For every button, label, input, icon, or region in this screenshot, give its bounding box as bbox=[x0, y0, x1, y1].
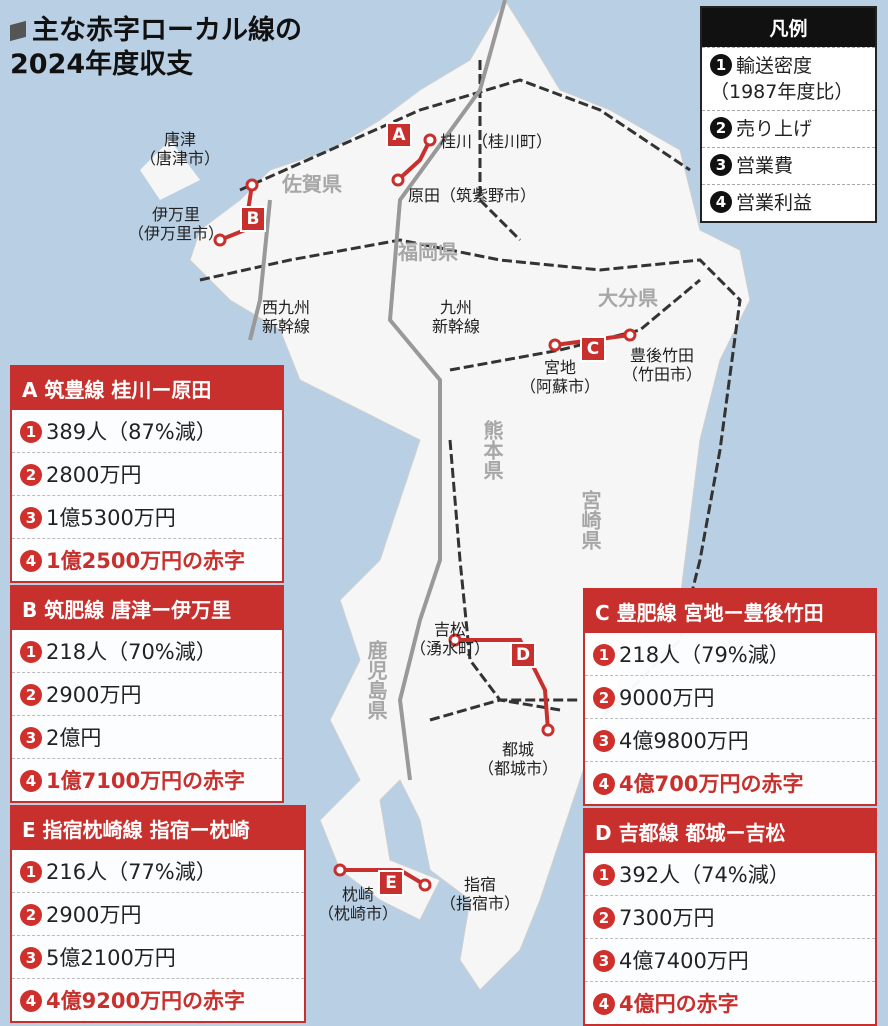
kyushu-land bbox=[189, 0, 751, 991]
station-yoshimatsu: 吉松 （湧水町） bbox=[410, 620, 491, 658]
number-badge: 2 bbox=[20, 904, 42, 926]
panel-row: 4 4億700万円の赤字 bbox=[585, 761, 875, 804]
panel-row: 4 4億円の赤字 bbox=[585, 981, 875, 1024]
legend-item: 2 売り上げ bbox=[702, 110, 875, 147]
rail-line bbox=[449, 278, 701, 372]
legend: 凡例 1 輸送密度 （1987年度比） 2 売り上げ 3 営業費 4 営業利益 bbox=[700, 6, 877, 223]
panel-row: 1 218人（79%減） bbox=[585, 633, 875, 675]
panel-row: 4 1億2500万円の赤字 bbox=[12, 538, 282, 581]
panel-row: 2 9000万円 bbox=[585, 675, 875, 718]
pref-fukuoka: 福岡県 bbox=[398, 240, 458, 264]
panel-row: 1 392人（74%減） bbox=[585, 853, 875, 895]
label-kyushu-shinkansen: 九州 新幹線 bbox=[432, 298, 481, 336]
panel-row: 2 2800万円 bbox=[12, 452, 282, 495]
number-badge: 4 bbox=[593, 773, 615, 795]
number-badge: 2 bbox=[593, 907, 615, 929]
number-badge: 4 bbox=[20, 770, 42, 792]
panel-row: 2 2900万円 bbox=[12, 892, 304, 935]
cube-icon bbox=[10, 20, 26, 42]
number-badge: 1 bbox=[20, 861, 42, 883]
panel-row: 1 218人（70%減） bbox=[12, 630, 282, 672]
panel-e: E 指宿枕崎線 指宿ー枕崎 1 216人（77%減） 2 2900万円 3 5億2100万円… bbox=[10, 805, 306, 1023]
station-ibusuki: 指宿 （指宿市） bbox=[440, 875, 521, 913]
marker-b: B bbox=[240, 206, 266, 232]
number-badge: 1 bbox=[593, 864, 615, 886]
page-title: 主な赤字ローカル線の 2024年度収支 bbox=[10, 15, 302, 80]
panel-row: 1 389人（87%減） bbox=[12, 410, 282, 452]
number-badge: 4 bbox=[20, 550, 42, 572]
panel-c: C 豊肥線 宮地ー豊後竹田 1 218人（79%減） 2 9000万円 3 4億9800万円… bbox=[583, 588, 877, 806]
number-badge: 3 bbox=[20, 507, 42, 529]
panel-a: A 筑豊線 桂川ー原田 1 389人（87%減） 2 2800万円 3 1億5300万円 4 1… bbox=[10, 365, 284, 583]
panel-header: C 豊肥線 宮地ー豊後竹田 bbox=[585, 590, 875, 633]
station-imari: 伊万里 （伊万里市） bbox=[128, 205, 225, 243]
number-badge: 3 bbox=[593, 950, 615, 972]
number-badge: 3 bbox=[593, 730, 615, 752]
panel-row: 3 2億円 bbox=[12, 715, 282, 758]
panel-b: B 筑肥線 唐津ー伊万里 1 218人（70%減） 2 2900万円 3 2億円 4 1億710… bbox=[10, 585, 284, 803]
station-karatsu: 唐津 （唐津市） bbox=[140, 130, 221, 168]
number-badge: 1 bbox=[20, 421, 42, 443]
marker-a: A bbox=[386, 122, 412, 148]
station-keisen: 桂川（桂川町） bbox=[440, 132, 553, 151]
station-miyaji: 宮地 （阿蘇市） bbox=[520, 358, 601, 396]
panel-row: 1 216人（77%減） bbox=[12, 850, 304, 892]
panel-row: 3 4億7400万円 bbox=[585, 938, 875, 981]
legend-item: 3 営業費 bbox=[702, 147, 875, 184]
station-makurazaki: 枕崎 （枕崎市） bbox=[318, 885, 399, 923]
panel-header: D 吉都線 都城ー吉松 bbox=[585, 810, 875, 853]
pref-saga: 佐賀県 bbox=[282, 172, 342, 196]
panel-row: 3 5億2100万円 bbox=[12, 935, 304, 978]
number-badge: 4 bbox=[20, 990, 42, 1012]
panel-row: 3 4億9800万円 bbox=[585, 718, 875, 761]
number-badge: 2 bbox=[20, 684, 42, 706]
label-nishikyushu-shinkansen: 西九州 新幹線 bbox=[262, 298, 311, 336]
number-badge: 3 bbox=[20, 947, 42, 969]
shinkansen-line bbox=[387, 0, 507, 781]
station-bungo-taketa: 豊後竹田 （竹田市） bbox=[622, 346, 703, 384]
shinkansen-line bbox=[248, 199, 272, 341]
station-harada: 原田（筑紫野市） bbox=[408, 186, 537, 205]
pref-miyazaki: 宮崎県 bbox=[578, 490, 602, 550]
panel-header: A 筑豊線 桂川ー原田 bbox=[12, 367, 282, 410]
panel-row: 3 1億5300万円 bbox=[12, 495, 282, 538]
pref-kagoshima: 鹿児島県 bbox=[364, 640, 388, 720]
rail-line bbox=[199, 238, 742, 722]
rail-line bbox=[478, 60, 522, 242]
panel-row: 2 7300万円 bbox=[585, 895, 875, 938]
number-badge: 2 bbox=[593, 687, 615, 709]
number-badge: 1 bbox=[20, 641, 42, 663]
legend-item: 4 営業利益 bbox=[702, 184, 875, 221]
number-badge: 4 bbox=[593, 993, 615, 1015]
number-badge: 3 bbox=[20, 727, 42, 749]
rail-line bbox=[429, 698, 580, 722]
station-miyakonojo: 都城 （都城市） bbox=[478, 740, 559, 778]
pref-kumamoto: 熊本県 bbox=[480, 420, 504, 480]
marker-c: C bbox=[580, 336, 606, 362]
panel-row: 2 2900万円 bbox=[12, 672, 282, 715]
panel-d: D 吉都線 都城ー吉松 1 392人（74%減） 2 7300万円 3 4億7400万円 4 4… bbox=[583, 808, 877, 1026]
number-badge: 2 bbox=[20, 464, 42, 486]
legend-item: 1 輸送密度 （1987年度比） bbox=[702, 47, 875, 110]
marker-e: E bbox=[378, 870, 404, 896]
marker-d: D bbox=[510, 642, 536, 668]
number-badge: 1 bbox=[593, 644, 615, 666]
panel-row: 4 1億7100万円の赤字 bbox=[12, 758, 282, 801]
panel-row: 4 4億9200万円の赤字 bbox=[12, 978, 304, 1021]
panel-header: B 筑肥線 唐津ー伊万里 bbox=[12, 587, 282, 630]
pref-oita: 大分県 bbox=[598, 286, 658, 310]
panel-header: E 指宿枕崎線 指宿ー枕崎 bbox=[12, 807, 304, 850]
